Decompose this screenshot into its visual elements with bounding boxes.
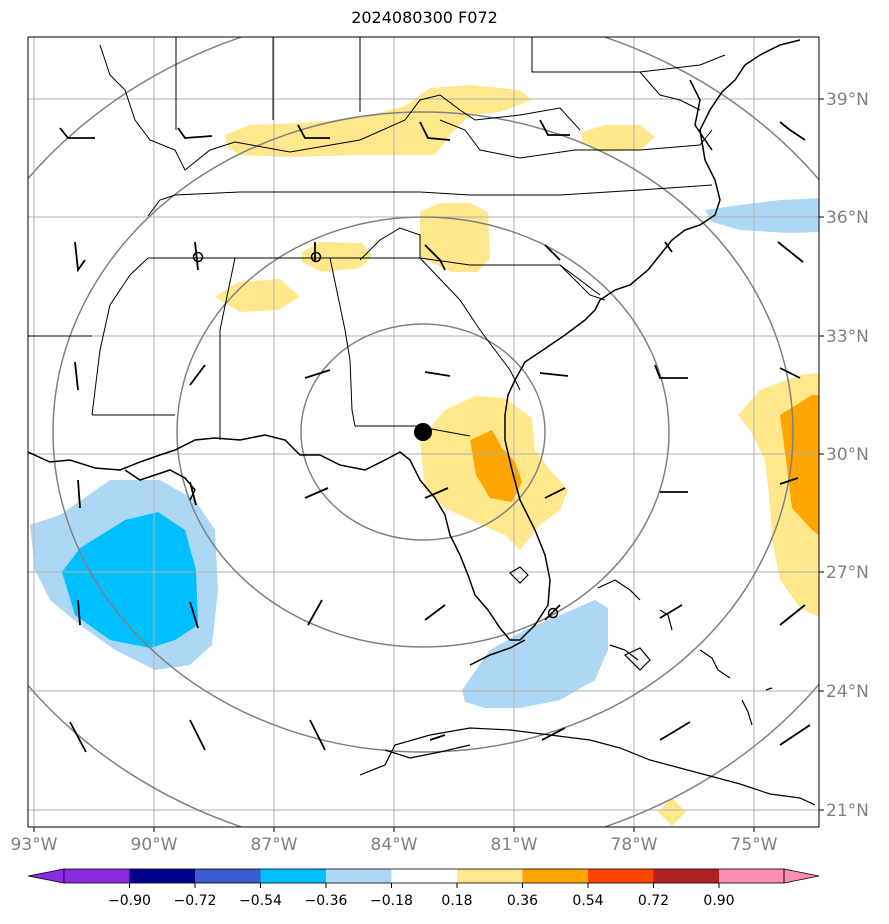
colorbar-bin-6 bbox=[391, 869, 457, 883]
coastline bbox=[28, 39, 801, 666]
shaded-fields bbox=[30, 85, 819, 826]
colorbar-outline bbox=[63, 868, 785, 884]
colorbar: −0.90 −0.72 −0.54 −0.36 −0.18 0.18 0.36 … bbox=[27, 868, 820, 909]
lon-label-87: 87°W bbox=[251, 835, 298, 855]
colorbar-bin-8 bbox=[522, 869, 588, 883]
colorbar-tick-3: −0.54 bbox=[239, 893, 282, 909]
lat-label-33: 33°N bbox=[826, 327, 869, 347]
range-rings bbox=[28, 37, 819, 827]
colorbar-bin-2 bbox=[129, 869, 195, 883]
colorbar-tick-4: −0.36 bbox=[305, 893, 348, 909]
axis-ticks bbox=[33, 98, 824, 832]
field-skyblue-gulf bbox=[62, 512, 198, 648]
colorbar-tick-6: 0.18 bbox=[441, 893, 472, 909]
colorbar-tick-9: 0.72 bbox=[638, 893, 669, 909]
field-lightblue-nc-coast bbox=[705, 198, 819, 233]
field-yellow-va bbox=[582, 125, 655, 152]
lat-label-36: 36°N bbox=[826, 208, 869, 228]
wind-barbs bbox=[59, 119, 811, 753]
colorbar-tick-5: −0.18 bbox=[370, 893, 413, 909]
colorbar-bin-3 bbox=[195, 869, 261, 883]
colorbar-bin-5 bbox=[326, 869, 392, 883]
colorbar-tick-8: 0.54 bbox=[572, 893, 603, 909]
map-title: 2024080300 F072 bbox=[351, 8, 498, 27]
station-markers bbox=[192, 251, 559, 619]
lon-labels: 93°W 90°W 87°W 84°W 81°W 78°W 75°W bbox=[11, 835, 778, 855]
lon-label-78: 78°W bbox=[611, 835, 658, 855]
lat-labels: 39°N 36°N 33°N 30°N 27°N 24°N 21°N bbox=[826, 90, 869, 821]
field-lightblue-bahamas bbox=[462, 600, 608, 708]
colorbar-max-arrow bbox=[783, 868, 820, 884]
lat-label-21: 21°N bbox=[826, 801, 869, 821]
lat-label-30: 30°N bbox=[826, 445, 869, 465]
lon-label-84: 84°W bbox=[371, 835, 418, 855]
islands bbox=[359, 566, 816, 806]
field-orange-east bbox=[780, 395, 819, 536]
colorbar-bin-11 bbox=[719, 869, 784, 883]
field-yellow-tn bbox=[302, 242, 372, 272]
colorbar-bin-4 bbox=[260, 869, 326, 883]
map-frame bbox=[27, 36, 820, 828]
colorbar-tick-7: 0.36 bbox=[507, 893, 538, 909]
state-borders bbox=[28, 37, 726, 456]
colorbar-tick-1: −0.90 bbox=[108, 893, 151, 909]
lat-label-27: 27°N bbox=[826, 563, 869, 583]
lon-label-81: 81°W bbox=[491, 835, 538, 855]
colorbar-bin-9 bbox=[588, 869, 654, 883]
lat-label-24: 24°N bbox=[826, 682, 869, 702]
field-yellow-north bbox=[225, 85, 532, 157]
field-yellow-cuba bbox=[658, 798, 686, 826]
colorbar-min-arrow bbox=[27, 868, 65, 884]
colorbar-tick-10: 0.90 bbox=[703, 893, 734, 909]
lon-label-90: 90°W bbox=[131, 835, 178, 855]
colorbar-bin-10 bbox=[653, 869, 719, 883]
lon-label-93: 93°W bbox=[11, 835, 58, 855]
field-yellow-nc bbox=[420, 203, 490, 272]
field-orange-fl bbox=[470, 430, 522, 502]
center-marker bbox=[414, 423, 432, 441]
colorbar-tick-2: −0.72 bbox=[174, 893, 217, 909]
colorbar-bin-1 bbox=[64, 869, 130, 883]
lon-label-75: 75°W bbox=[731, 835, 778, 855]
field-yellow-al bbox=[215, 279, 300, 312]
colorbar-bin-7 bbox=[457, 869, 523, 883]
lat-label-39: 39°N bbox=[826, 90, 869, 110]
